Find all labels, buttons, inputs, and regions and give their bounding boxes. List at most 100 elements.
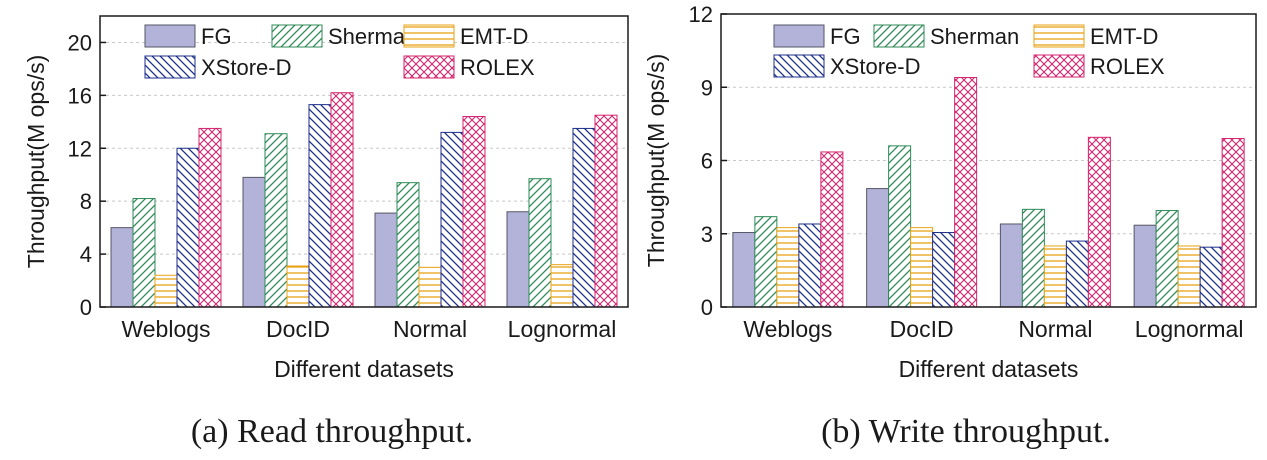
legend-item-sherman: Sherman (873, 24, 1019, 49)
legend-label-sherman: Sherman (328, 24, 417, 49)
legend-label-xstore-d: XStore-D (201, 55, 291, 80)
bar-emt-d-normal (1043, 245, 1067, 308)
plot-frame (99, 15, 629, 308)
bar-emt-d-normal (418, 266, 442, 308)
legend-label-rolex: ROLEX (460, 55, 535, 80)
legend-swatch-rolex (403, 55, 455, 79)
legend-label-rolex: ROLEX (1090, 54, 1165, 79)
bar-xstore-d-normal (440, 131, 464, 308)
legend-label-emt-d: EMT-D (460, 24, 528, 49)
bar-emt-d-lognormal (550, 264, 574, 308)
read-throughput-panel: 0 4 8 12 16 20 Weblogs DocID Normal Lognormal Diff… (23, 15, 629, 450)
bar-rolex-normal (462, 116, 486, 308)
bar-fg-lognormal (506, 211, 530, 308)
bar-rolex-normal (1087, 136, 1111, 308)
y-tick-label: 12 (689, 2, 713, 27)
bar-fg-weblogs (110, 227, 134, 308)
legend-item-rolex: ROLEX (403, 55, 535, 80)
bar-sherman-docid (888, 145, 912, 308)
legend-swatch-sherman (873, 24, 925, 48)
legend-item-xstore-d: XStore-D (773, 54, 920, 79)
bar-sherman-weblogs (132, 198, 156, 308)
legend-item-xstore-d: XStore-D (144, 55, 291, 80)
x-tick-label-docid: DocID (266, 316, 330, 342)
y-tick-label: 6 (701, 149, 713, 174)
bar-rolex-weblogs (198, 127, 222, 308)
bar-emt-d-docid (286, 265, 310, 308)
y-tick-label: 4 (80, 242, 92, 267)
legend-swatch-xstore-d (144, 55, 196, 79)
y-tick-label: 0 (701, 295, 713, 320)
y-tick-label: 3 (701, 222, 713, 247)
figure-caption: (a) Read throughput. (191, 413, 473, 450)
y-axis-label: Throughput(M ops/s) (23, 55, 49, 268)
legend-label-emt-d: EMT-D (1090, 24, 1158, 49)
figure-caption: (b) Write throughput. (821, 413, 1111, 450)
read-throughput-chart: 0 4 8 12 16 20 Weblogs DocID Normal Lognormal Diff… (23, 15, 629, 450)
bar-rolex-weblogs (820, 151, 844, 308)
y-tick-label: 12 (68, 136, 92, 161)
bar-xstore-d-lognormal (1199, 246, 1223, 308)
bar-emt-d-weblogs (776, 227, 800, 308)
legend-item-emt-d: EMT-D (403, 24, 528, 49)
bar-emt-d-weblogs (154, 274, 178, 308)
legend-item-sherman: Sherman (271, 24, 417, 49)
legend-swatch-fg (773, 24, 825, 48)
x-tick-label-lognormal: Lognormal (1135, 316, 1244, 342)
bar-sherman-normal (396, 182, 420, 308)
bar-xstore-d-lognormal (572, 127, 596, 308)
legend-swatch-sherman (271, 24, 323, 48)
x-axis-label: Different datasets (899, 356, 1079, 382)
bar-rolex-lognormal (1221, 138, 1245, 308)
bar-rolex-docid (954, 76, 978, 308)
y-axis-label: Throughput(M ops/s) (643, 54, 669, 267)
legend-swatch-fg (144, 24, 196, 48)
bar-fg-lognormal (1133, 224, 1157, 308)
legend-label-sherman: Sherman (930, 24, 1019, 49)
legend-label-xstore-d: XStore-D (830, 54, 920, 79)
write-throughput-panel: 0 3 6 9 12 Weblogs DocID Normal Lognormal Differe… (636, 0, 1267, 460)
legend-item-rolex: ROLEX (1033, 54, 1165, 79)
bar-sherman-lognormal (528, 178, 552, 308)
bar-emt-d-docid (910, 227, 934, 308)
legend-item-fg: FG (773, 24, 861, 49)
bar-fg-normal (374, 212, 398, 308)
bar-sherman-weblogs (754, 216, 778, 308)
legend-swatch-rolex (1033, 54, 1085, 78)
y-tick-label: 16 (68, 83, 92, 108)
bar-xstore-d-docid (308, 104, 332, 308)
bar-sherman-lognormal (1155, 210, 1179, 308)
y-tick-label: 8 (80, 189, 92, 214)
bar-xstore-d-normal (1065, 240, 1089, 308)
bar-fg-normal (999, 223, 1023, 308)
bar-emt-d-lognormal (1177, 245, 1201, 308)
x-tick-label-normal: Normal (1018, 316, 1092, 342)
x-tick-label-lognormal: Lognormal (508, 316, 617, 342)
bar-rolex-lognormal (594, 114, 618, 308)
x-tick-label-weblogs: Weblogs (121, 316, 210, 342)
legend-label-fg: FG (201, 24, 232, 49)
bar-sherman-normal (1021, 208, 1045, 308)
bar-fg-docid (242, 176, 266, 308)
legend-swatch-emt-d (403, 24, 455, 48)
y-tick-label: 9 (701, 75, 713, 100)
y-tick-label: 0 (80, 295, 92, 320)
bar-sherman-docid (264, 133, 288, 308)
bar-xstore-d-weblogs (176, 147, 200, 308)
bar-fg-docid (866, 188, 890, 308)
legend-swatch-emt-d (1033, 24, 1085, 48)
legend-swatch-xstore-d (773, 54, 825, 78)
bar-rolex-docid (330, 92, 354, 308)
x-axis-label: Different datasets (274, 356, 454, 382)
legend-label-fg: FG (830, 24, 861, 49)
x-tick-label-weblogs: Weblogs (743, 316, 832, 342)
bar-fg-weblogs (732, 232, 756, 308)
y-tick-label: 20 (68, 30, 92, 55)
write-throughput-chart: 0 3 6 9 12 Weblogs DocID Normal Lognormal Differe… (643, 2, 1257, 450)
legend-item-fg: FG (144, 24, 232, 49)
legend-item-emt-d: EMT-D (1033, 24, 1158, 49)
bar-xstore-d-weblogs (798, 223, 822, 308)
bar-xstore-d-docid (932, 232, 956, 308)
x-tick-label-normal: Normal (393, 316, 467, 342)
x-tick-label-docid: DocID (890, 316, 954, 342)
